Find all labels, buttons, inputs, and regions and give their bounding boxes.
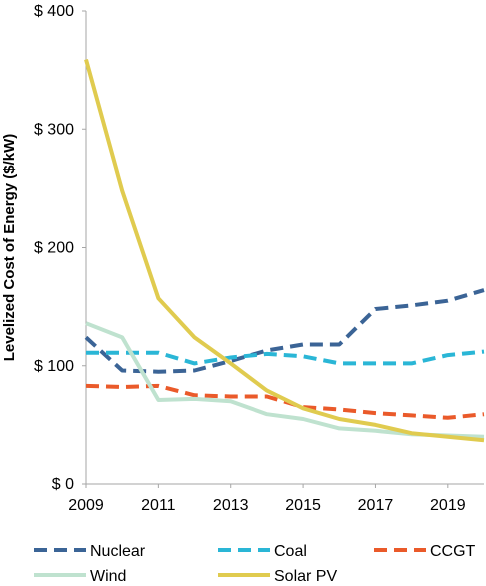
x-tick-label: 2019 — [430, 497, 466, 514]
x-tick-label: 2015 — [285, 497, 321, 514]
legend: Nuclear Coal CCGT Wind Solar PV — [34, 543, 476, 585]
x-tick-label: 2017 — [358, 497, 394, 514]
series-line-coal — [86, 349, 485, 366]
legend-label-nuclear: Nuclear — [90, 543, 146, 560]
series-line-ccgt — [85, 383, 485, 420]
y-axis-title: Levelized Cost of Energy ($/kW) — [1, 134, 18, 362]
y-tick-label: $ 200 — [34, 240, 74, 257]
x-tick-label: 2013 — [213, 497, 249, 514]
legend-label-coal: Coal — [274, 543, 307, 560]
y-tick-label: $ 400 — [34, 3, 74, 20]
axes: $ 0 $ 100 $ 200 $ 300 $ 400 2009 2011 2013 2015 2… — [1, 3, 484, 514]
legend-label-ccgt: CCGT — [430, 543, 476, 560]
x-tick-label: 2009 — [68, 497, 104, 514]
series-line-solar-pv — [84, 58, 485, 443]
y-tick-label: $ 300 — [34, 121, 74, 138]
series-lines — [84, 58, 485, 443]
series-line-wind — [85, 321, 485, 439]
legend-label-wind: Wind — [90, 568, 126, 585]
y-tick-label: $ 0 — [52, 476, 74, 493]
series-line-nuclear — [84, 288, 485, 374]
x-tick-label: 2011 — [141, 497, 176, 514]
y-tick-label: $ 100 — [34, 358, 74, 375]
legend-label-solar-pv: Solar PV — [274, 568, 337, 585]
